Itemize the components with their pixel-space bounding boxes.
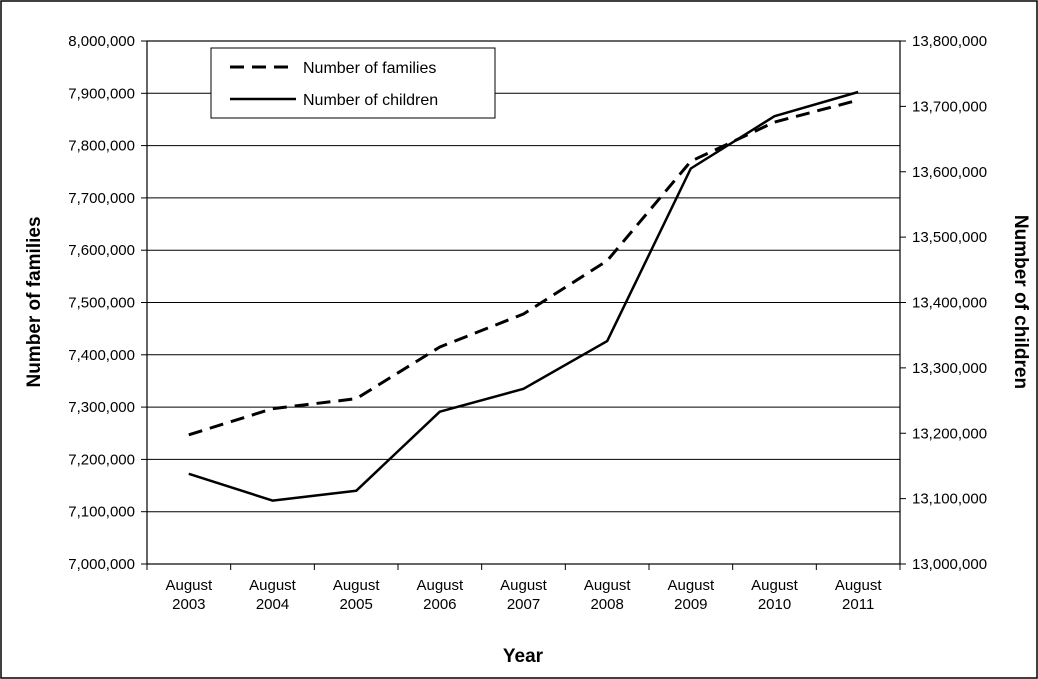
left-tick-label: 7,800,000 xyxy=(68,138,135,155)
right-tick-label: 13,700,000 xyxy=(912,98,987,115)
x-tick-label: August 2008 xyxy=(584,577,632,613)
left-tick-label: 7,100,000 xyxy=(68,504,135,521)
legend-box xyxy=(210,47,496,119)
x-tick-label: August 2007 xyxy=(500,577,548,613)
left-axis-ticks: 7,000,000 7,100,000 7,200,000 7,300,000 7,40… xyxy=(68,33,147,573)
x-tick-label: August 2009 xyxy=(667,577,715,613)
right-tick-label: 13,100,000 xyxy=(912,491,987,508)
x-tick-label: August 2005 xyxy=(333,577,381,613)
x-tick-label: August 2010 xyxy=(751,577,799,613)
legend: Number of families Number of children xyxy=(210,47,496,119)
series-line-families xyxy=(188,98,859,437)
x-axis-ticks: August 2003 August 2004 August 2005 August 2006… xyxy=(146,564,901,613)
x-tick-label: August 2003 xyxy=(165,577,213,613)
left-tick-label: 7,300,000 xyxy=(68,399,135,416)
left-tick-label: 8,000,000 xyxy=(68,33,135,50)
left-tick-label: 7,900,000 xyxy=(68,85,135,102)
legend-label-families: Number of families xyxy=(303,60,436,77)
right-tick-label: 13,600,000 xyxy=(912,164,987,181)
left-tick-label: 7,500,000 xyxy=(68,295,135,312)
right-tick-label: 13,400,000 xyxy=(912,295,987,312)
x-tick-label: August 2004 xyxy=(249,577,297,613)
left-tick-label: 7,000,000 xyxy=(68,556,135,573)
right-tick-label: 13,500,000 xyxy=(912,229,987,246)
y-axis-left-title: Number of families xyxy=(24,216,45,387)
right-tick-label: 13,200,000 xyxy=(912,425,987,442)
legend-label-children: Number of children xyxy=(303,92,438,109)
right-tick-label: 13,800,000 xyxy=(912,33,987,50)
left-tick-label: 7,200,000 xyxy=(68,451,135,468)
x-tick-label: August 2011 xyxy=(835,577,883,613)
right-tick-label: 13,300,000 xyxy=(912,360,987,377)
left-tick-label: 7,700,000 xyxy=(68,190,135,207)
left-tick-label: 7,400,000 xyxy=(68,347,135,364)
y-axis-right-title: Number of children xyxy=(1010,215,1031,389)
series-line-children xyxy=(188,90,859,502)
right-tick-label: 13,000,000 xyxy=(912,556,987,573)
x-axis-title: Year xyxy=(503,646,544,667)
series-lines xyxy=(188,90,859,502)
x-tick-label: August 2006 xyxy=(416,577,464,613)
left-tick-label: 7,600,000 xyxy=(68,242,135,259)
right-axis-ticks: 13,000,000 13,100,000 13,200,000 13,300,000… xyxy=(900,33,987,573)
